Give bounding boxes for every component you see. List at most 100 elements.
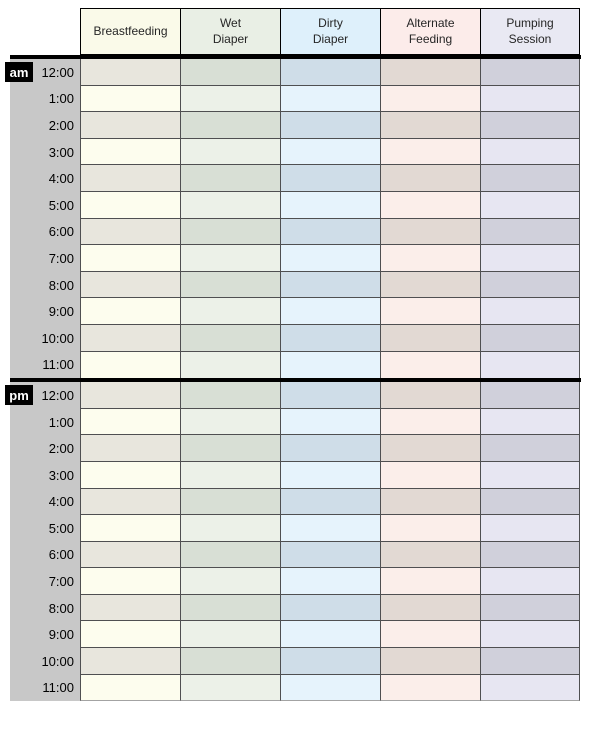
grid-cell-dirty-diaper-am-700[interactable]	[280, 245, 380, 272]
grid-cell-pumping-session-am-400[interactable]	[480, 165, 580, 192]
grid-cell-dirty-diaper-pm-100[interactable]	[280, 408, 380, 436]
grid-cell-breastfeeding-pm-100[interactable]	[80, 408, 180, 436]
grid-cell-wet-diaper-am-1100[interactable]	[180, 351, 280, 379]
grid-cell-alternate-feeding-pm-1200[interactable]	[380, 382, 480, 409]
grid-cell-dirty-diaper-am-300[interactable]	[280, 138, 380, 166]
grid-cell-dirty-diaper-am-1100[interactable]	[280, 351, 380, 379]
grid-cell-alternate-feeding-pm-200[interactable]	[380, 435, 480, 462]
grid-cell-wet-diaper-pm-300[interactable]	[180, 461, 280, 489]
grid-cell-wet-diaper-pm-700[interactable]	[180, 568, 280, 595]
grid-cell-dirty-diaper-pm-1000[interactable]	[280, 648, 380, 675]
grid-cell-dirty-diaper-am-600[interactable]	[280, 218, 380, 246]
grid-cell-wet-diaper-am-800[interactable]	[180, 271, 280, 299]
grid-cell-alternate-feeding-pm-400[interactable]	[380, 488, 480, 516]
grid-cell-pumping-session-am-500[interactable]	[480, 191, 580, 219]
grid-cell-dirty-diaper-am-200[interactable]	[280, 112, 380, 139]
grid-cell-wet-diaper-am-400[interactable]	[180, 165, 280, 192]
grid-cell-breastfeeding-am-700[interactable]	[80, 245, 180, 272]
grid-cell-wet-diaper-am-900[interactable]	[180, 298, 280, 325]
grid-cell-breastfeeding-pm-1200[interactable]	[80, 382, 180, 409]
grid-cell-alternate-feeding-am-100[interactable]	[380, 85, 480, 113]
grid-cell-alternate-feeding-pm-1000[interactable]	[380, 648, 480, 675]
grid-cell-wet-diaper-am-1000[interactable]	[180, 324, 280, 352]
grid-cell-dirty-diaper-pm-300[interactable]	[280, 461, 380, 489]
grid-cell-breastfeeding-am-1100[interactable]	[80, 351, 180, 379]
grid-cell-pumping-session-am-800[interactable]	[480, 271, 580, 299]
grid-cell-pumping-session-pm-300[interactable]	[480, 461, 580, 489]
grid-cell-dirty-diaper-pm-200[interactable]	[280, 435, 380, 462]
grid-cell-alternate-feeding-pm-1100[interactable]	[380, 674, 480, 702]
grid-cell-alternate-feeding-pm-300[interactable]	[380, 461, 480, 489]
grid-cell-alternate-feeding-pm-100[interactable]	[380, 408, 480, 436]
grid-cell-wet-diaper-pm-600[interactable]	[180, 541, 280, 569]
grid-cell-breastfeeding-am-1200[interactable]	[80, 59, 180, 86]
grid-cell-dirty-diaper-pm-1200[interactable]	[280, 382, 380, 409]
grid-cell-pumping-session-pm-1000[interactable]	[480, 648, 580, 675]
grid-cell-pumping-session-am-300[interactable]	[480, 138, 580, 166]
grid-cell-breastfeeding-am-400[interactable]	[80, 165, 180, 192]
grid-cell-breastfeeding-pm-600[interactable]	[80, 541, 180, 569]
grid-cell-alternate-feeding-am-900[interactable]	[380, 298, 480, 325]
grid-cell-pumping-session-pm-900[interactable]	[480, 621, 580, 649]
grid-cell-breastfeeding-pm-200[interactable]	[80, 435, 180, 462]
grid-cell-alternate-feeding-am-500[interactable]	[380, 191, 480, 219]
grid-cell-wet-diaper-pm-1100[interactable]	[180, 674, 280, 702]
grid-cell-pumping-session-pm-700[interactable]	[480, 568, 580, 595]
grid-cell-dirty-diaper-pm-800[interactable]	[280, 594, 380, 622]
grid-cell-pumping-session-am-200[interactable]	[480, 112, 580, 139]
grid-cell-pumping-session-am-600[interactable]	[480, 218, 580, 246]
grid-cell-dirty-diaper-pm-600[interactable]	[280, 541, 380, 569]
grid-cell-dirty-diaper-pm-1100[interactable]	[280, 674, 380, 702]
grid-cell-pumping-session-am-700[interactable]	[480, 245, 580, 272]
grid-cell-wet-diaper-am-700[interactable]	[180, 245, 280, 272]
grid-cell-pumping-session-am-100[interactable]	[480, 85, 580, 113]
grid-cell-pumping-session-pm-400[interactable]	[480, 488, 580, 516]
grid-cell-breastfeeding-am-600[interactable]	[80, 218, 180, 246]
grid-cell-alternate-feeding-am-700[interactable]	[380, 245, 480, 272]
grid-cell-dirty-diaper-am-800[interactable]	[280, 271, 380, 299]
grid-cell-dirty-diaper-pm-700[interactable]	[280, 568, 380, 595]
grid-cell-breastfeeding-pm-1000[interactable]	[80, 648, 180, 675]
grid-cell-pumping-session-pm-1100[interactable]	[480, 674, 580, 702]
grid-cell-wet-diaper-am-200[interactable]	[180, 112, 280, 139]
grid-cell-dirty-diaper-pm-900[interactable]	[280, 621, 380, 649]
grid-cell-dirty-diaper-am-500[interactable]	[280, 191, 380, 219]
grid-cell-pumping-session-pm-1200[interactable]	[480, 382, 580, 409]
grid-cell-dirty-diaper-am-900[interactable]	[280, 298, 380, 325]
grid-cell-alternate-feeding-pm-700[interactable]	[380, 568, 480, 595]
grid-cell-alternate-feeding-am-600[interactable]	[380, 218, 480, 246]
grid-cell-pumping-session-pm-200[interactable]	[480, 435, 580, 462]
grid-cell-breastfeeding-pm-1100[interactable]	[80, 674, 180, 702]
grid-cell-pumping-session-am-1200[interactable]	[480, 59, 580, 86]
grid-cell-wet-diaper-am-300[interactable]	[180, 138, 280, 166]
grid-cell-alternate-feeding-am-1100[interactable]	[380, 351, 480, 379]
grid-cell-wet-diaper-pm-900[interactable]	[180, 621, 280, 649]
grid-cell-alternate-feeding-pm-800[interactable]	[380, 594, 480, 622]
grid-cell-breastfeeding-am-1000[interactable]	[80, 324, 180, 352]
grid-cell-wet-diaper-pm-1000[interactable]	[180, 648, 280, 675]
grid-cell-breastfeeding-pm-900[interactable]	[80, 621, 180, 649]
grid-cell-pumping-session-pm-600[interactable]	[480, 541, 580, 569]
grid-cell-pumping-session-am-1000[interactable]	[480, 324, 580, 352]
grid-cell-breastfeeding-pm-300[interactable]	[80, 461, 180, 489]
grid-cell-alternate-feeding-am-300[interactable]	[380, 138, 480, 166]
grid-cell-breastfeeding-am-800[interactable]	[80, 271, 180, 299]
grid-cell-wet-diaper-pm-400[interactable]	[180, 488, 280, 516]
grid-cell-wet-diaper-pm-500[interactable]	[180, 515, 280, 542]
grid-cell-pumping-session-pm-100[interactable]	[480, 408, 580, 436]
grid-cell-alternate-feeding-am-1000[interactable]	[380, 324, 480, 352]
grid-cell-breastfeeding-am-500[interactable]	[80, 191, 180, 219]
grid-cell-wet-diaper-am-1200[interactable]	[180, 59, 280, 86]
grid-cell-alternate-feeding-am-1200[interactable]	[380, 59, 480, 86]
grid-cell-dirty-diaper-pm-400[interactable]	[280, 488, 380, 516]
grid-cell-wet-diaper-pm-200[interactable]	[180, 435, 280, 462]
grid-cell-pumping-session-pm-500[interactable]	[480, 515, 580, 542]
grid-cell-dirty-diaper-am-1000[interactable]	[280, 324, 380, 352]
grid-cell-dirty-diaper-pm-500[interactable]	[280, 515, 380, 542]
grid-cell-breastfeeding-pm-500[interactable]	[80, 515, 180, 542]
grid-cell-breastfeeding-pm-700[interactable]	[80, 568, 180, 595]
grid-cell-alternate-feeding-am-200[interactable]	[380, 112, 480, 139]
grid-cell-alternate-feeding-am-400[interactable]	[380, 165, 480, 192]
grid-cell-wet-diaper-am-500[interactable]	[180, 191, 280, 219]
grid-cell-breastfeeding-am-200[interactable]	[80, 112, 180, 139]
